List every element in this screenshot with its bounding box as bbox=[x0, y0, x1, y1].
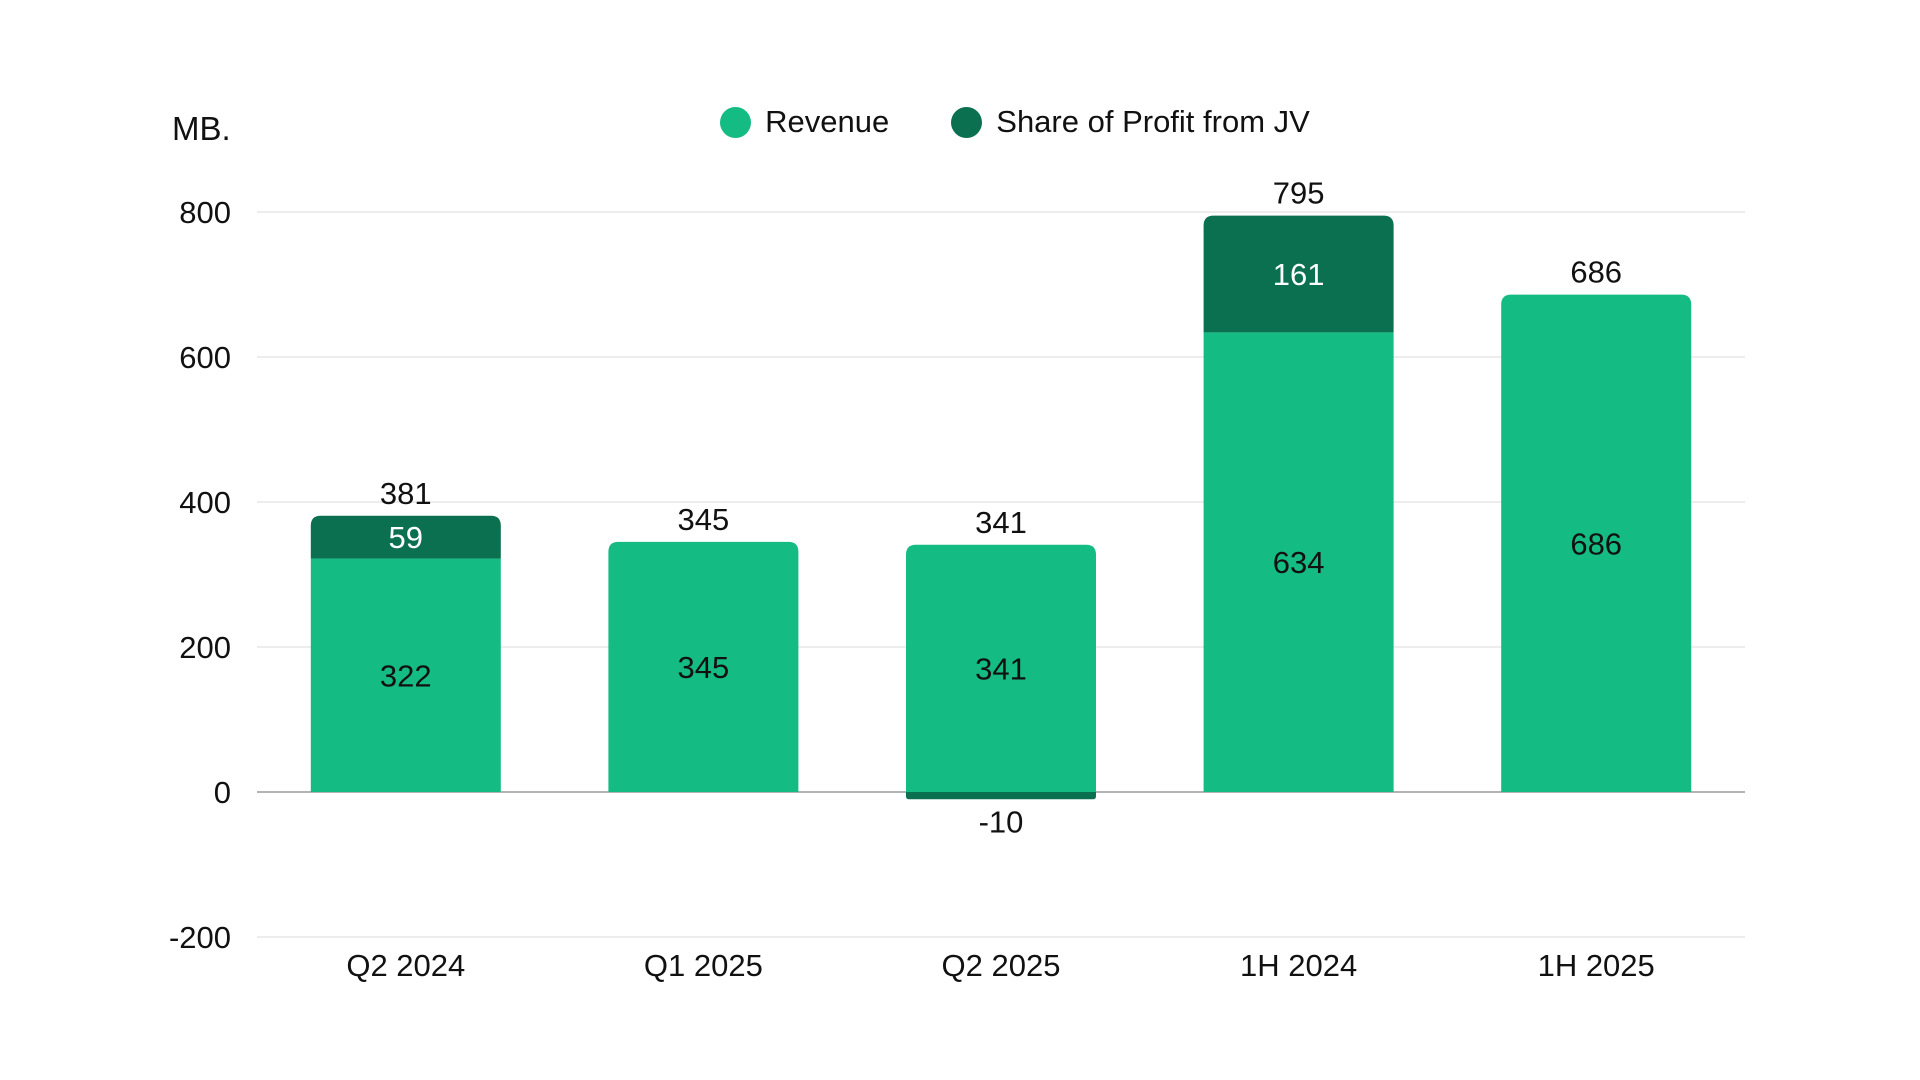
data-label-total: 345 bbox=[678, 502, 730, 537]
data-label-revenue: 686 bbox=[1570, 526, 1622, 561]
data-label-revenue: 634 bbox=[1273, 545, 1325, 580]
data-label-revenue: 341 bbox=[975, 651, 1027, 686]
bar-revenue bbox=[608, 541, 799, 792]
legend-swatch-jv bbox=[951, 106, 983, 138]
data-label-revenue: 322 bbox=[380, 658, 432, 693]
y-tick-label: 400 bbox=[179, 485, 231, 520]
bar-jv bbox=[906, 792, 1096, 800]
y-tick-label: -200 bbox=[169, 920, 231, 955]
data-label-total: 795 bbox=[1273, 176, 1325, 211]
bar-revenue bbox=[906, 544, 1096, 792]
x-tick-label: 1H 2025 bbox=[1538, 948, 1655, 983]
bar-jv bbox=[1203, 215, 1394, 333]
data-label-revenue: 345 bbox=[678, 650, 730, 685]
y-tick-label: 800 bbox=[179, 195, 231, 230]
data-label-jv: -10 bbox=[979, 804, 1024, 839]
bar-revenue bbox=[1501, 294, 1692, 792]
data-label-jv: 59 bbox=[389, 520, 423, 555]
x-tick-label: Q2 2025 bbox=[942, 948, 1061, 983]
x-tick-label: 1H 2024 bbox=[1240, 948, 1357, 983]
legend-label-jv: Share of Profit from JV bbox=[996, 104, 1310, 139]
x-tick-label: Q2 2024 bbox=[346, 948, 465, 983]
legend: Revenue Share of Profit from JV bbox=[0, 104, 1920, 140]
data-label-total: 381 bbox=[380, 476, 432, 511]
legend-swatch-revenue bbox=[720, 106, 752, 138]
x-tick-label: Q1 2025 bbox=[644, 948, 763, 983]
bar-jv bbox=[310, 515, 501, 559]
data-label-jv: 161 bbox=[1273, 257, 1325, 292]
data-label-total: 341 bbox=[975, 505, 1027, 540]
y-tick-label: 200 bbox=[179, 630, 231, 665]
legend-item-revenue: Revenue bbox=[720, 104, 889, 140]
data-label-total: 686 bbox=[1570, 255, 1622, 290]
y-tick-label: 600 bbox=[179, 340, 231, 375]
legend-item-jv: Share of Profit from JV bbox=[951, 104, 1310, 140]
y-unit-label: MB. bbox=[172, 110, 231, 147]
bar-revenue bbox=[310, 558, 501, 792]
bar-revenue bbox=[1203, 332, 1394, 792]
y-tick-label: 0 bbox=[214, 775, 231, 810]
legend-label-revenue: Revenue bbox=[765, 104, 890, 139]
